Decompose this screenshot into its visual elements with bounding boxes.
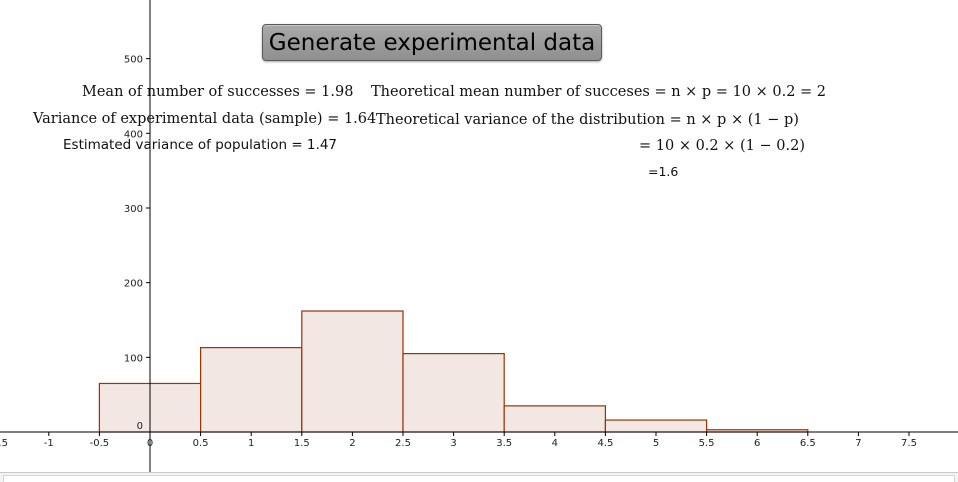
x-tick-label: 6.5	[800, 438, 816, 449]
x-tick-label: 4	[552, 438, 558, 449]
x-tick-label: 0	[147, 438, 153, 449]
theoretical-variance-result: =1.6	[648, 164, 679, 179]
x-tick-label: -1	[44, 438, 54, 449]
histogram-bar	[604, 419, 708, 433]
x-tick-label: 6	[754, 438, 760, 449]
generate-data-button[interactable]: Generate experimental data	[262, 24, 602, 61]
population-variance-text: Estimated variance of population = 1.47	[63, 137, 337, 153]
histogram-bar	[200, 347, 303, 433]
x-tick-label: 2.5	[395, 438, 411, 449]
y-tick-label: 100	[124, 353, 143, 364]
x-tick-label: 1.5	[294, 438, 310, 449]
sample-variance-text: Variance of experimental data (sample) =…	[33, 111, 377, 127]
histogram-chart: -1.5 -1 -0.5 0 0.5 1 1.5 2 2.5 3 3.5 4 4.5 5 5.5 6 6.5 7 7…	[0, 0, 958, 472]
x-tick-label: 7.5	[901, 438, 917, 449]
y-tick-label: 300	[124, 204, 143, 215]
theoretical-variance-text: Theoretical variance of the distribution…	[376, 112, 799, 128]
x-tick-label: -0.5	[90, 438, 110, 449]
x-tick-label: 3	[450, 438, 456, 449]
histogram-bar	[503, 405, 607, 433]
theoretical-variance-line2: = 10 × 0.2 × (1 − 0.2)	[639, 138, 805, 154]
y-tick-label: 0	[137, 421, 143, 432]
y-tick-label: 200	[124, 279, 143, 290]
bottom-scrollbar[interactable]	[0, 472, 958, 482]
x-tick-label: 1	[248, 438, 254, 449]
x-tick-label: 2	[349, 438, 355, 449]
x-tick-label: 0.5	[193, 438, 209, 449]
x-tick-label: 3.5	[496, 438, 512, 449]
x-tick-label: 7	[855, 438, 861, 449]
y-tick-label: 500	[124, 55, 143, 66]
y-tick-label: 400	[124, 129, 143, 140]
histogram-bar	[402, 352, 505, 433]
x-tick-label: 5	[653, 438, 659, 449]
histogram-bar	[301, 310, 404, 433]
x-tick-label: 5.5	[699, 438, 715, 449]
x-tick-label: 4.5	[597, 438, 613, 449]
mean-successes-text: Mean of number of successes = 1.98	[82, 84, 354, 100]
theoretical-mean-text: Theoretical mean number of succeses = n …	[371, 84, 827, 100]
x-tick-label: -1.5	[0, 438, 8, 449]
